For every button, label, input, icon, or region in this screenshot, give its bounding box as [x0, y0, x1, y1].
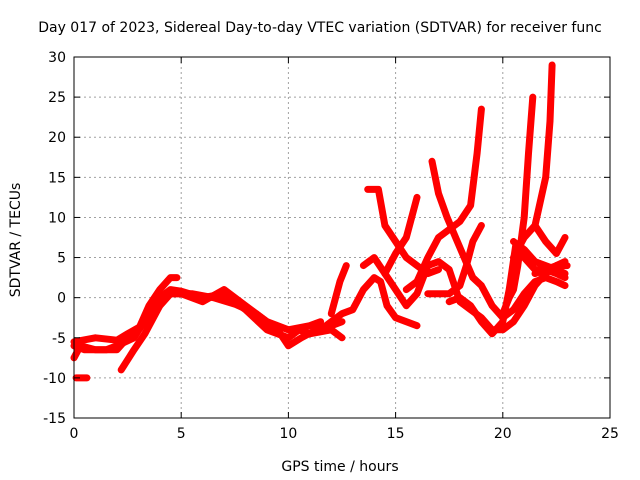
series-line-s19: [510, 238, 569, 278]
axis-ticks: 0 5 10 15 20 25 -15 -10 -5 0 5 10 15 20 25 30: [43, 50, 619, 442]
y-tick-label: 5: [57, 251, 66, 267]
y-axis-label: SDTVAR / TECUs: [8, 183, 24, 298]
x-tick-label: 0: [70, 426, 79, 442]
x-tick-label: 20: [494, 426, 512, 442]
chart-title: Day 017 of 2023, Sidereal Day-to-day VTE…: [38, 20, 602, 36]
series-line-s16: [510, 61, 556, 262]
x-tick-label: 15: [387, 426, 405, 442]
y-tick-label: 25: [48, 90, 66, 106]
y-tick-label: 30: [48, 50, 66, 66]
plot-frame: [73, 56, 611, 419]
y-tick-label: 0: [57, 291, 66, 307]
y-tick-label: -10: [43, 371, 66, 387]
y-tick-label: -5: [52, 331, 66, 347]
y-tick-label: 15: [48, 170, 66, 186]
series-line-s13: [424, 222, 485, 298]
series-line-s7: [327, 262, 350, 318]
series-line-s2: [70, 274, 181, 362]
x-tick-label: 25: [601, 426, 619, 442]
x-tick-label: 10: [279, 426, 297, 442]
series-line-s15: [499, 93, 537, 318]
series-line-s6: [317, 274, 421, 334]
series-line-s12: [428, 157, 569, 322]
x-tick-label: 5: [177, 426, 186, 442]
series-line-s10: [381, 193, 421, 278]
series-group: [70, 61, 571, 382]
series-line-s4: [117, 286, 325, 374]
y-tick-label: 20: [48, 130, 66, 146]
y-tick-label: -15: [43, 411, 66, 427]
y-tick-label: 10: [48, 210, 66, 226]
x-axis-label: GPS time / hours: [281, 459, 398, 475]
series-line-s18: [531, 222, 569, 257]
